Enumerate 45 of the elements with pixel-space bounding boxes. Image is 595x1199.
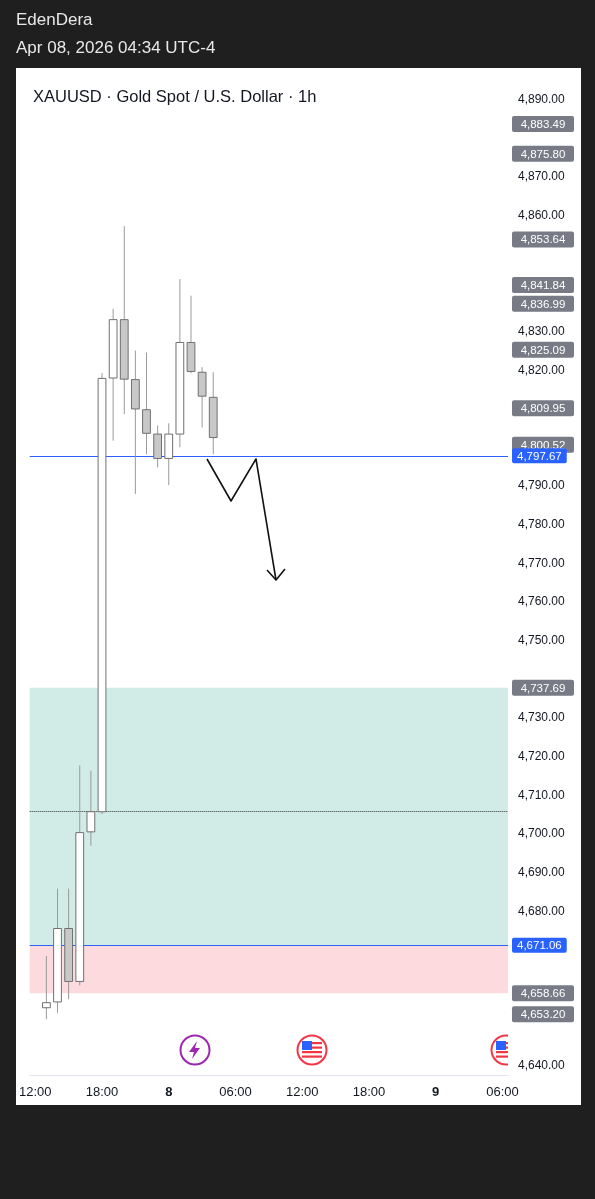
x-tick-label: 12:00 [285,1084,319,1099]
x-tick-label: 8 [165,1084,173,1099]
text: 4,841.84 [520,279,566,292]
y-tick-label: 4,690.00 [518,865,566,880]
text: 4,653.20 [520,1008,566,1021]
ref-line-label: 4,797.67 [517,449,562,462]
text: 4,800.52 [520,438,566,451]
text: EdenDera [16,10,93,30]
text: 4,875.80 [520,147,566,160]
text: 4,809.95 [520,402,566,415]
y-tick-label: 4,830.00 [518,323,566,338]
text: 4,825.09 [520,343,566,356]
candlestick [197,366,207,428]
text: Apr 08, 2026 04:34 UTC-4 [16,38,216,58]
candlestick [86,770,96,847]
x-tick-label: 9 [432,1084,440,1099]
x-tick-label: 18:00 [85,1084,119,1099]
y-tick-label: 4,890.00 [518,91,566,106]
x-tick-label: 12:00 [18,1084,52,1099]
text: 4,853.64 [520,233,566,246]
candlestick [42,955,51,1020]
text: XAUUSD · Gold Spot / U.S. Dollar · 1h [33,86,317,105]
y-tick-label: 4,760.00 [518,594,566,609]
text: 4,836.99 [520,297,566,310]
ref-line-label: 4,671.06 [517,939,562,952]
y-tick-label: 4,750.00 [518,633,566,648]
y-tick-label: 4,640.00 [518,1058,566,1073]
text: 4,658.66 [520,987,566,1000]
y-tick-label: 4,820.00 [518,362,566,377]
y-tick-label: 4,720.00 [518,749,566,764]
text: 4,883.49 [520,118,566,131]
y-tick-label: 4,860.00 [518,207,566,222]
y-tick-label: 4,790.00 [518,478,566,493]
y-tick-label: 4,780.00 [518,517,566,532]
y-tick-label: 4,770.00 [518,555,566,570]
y-tick-label: 4,870.00 [518,169,566,184]
x-tick-label: 06:00 [219,1084,252,1099]
y-tick-label: 4,730.00 [518,710,566,725]
y-tick-label: 4,680.00 [518,903,566,918]
y-tick-label: 4,700.00 [518,826,566,841]
text: 4,737.69 [520,681,566,694]
candlestick [142,352,151,455]
x-tick-label: 18:00 [352,1084,386,1099]
y-tick-label: 4,710.00 [518,787,566,802]
x-tick-label: 06:00 [486,1084,519,1099]
